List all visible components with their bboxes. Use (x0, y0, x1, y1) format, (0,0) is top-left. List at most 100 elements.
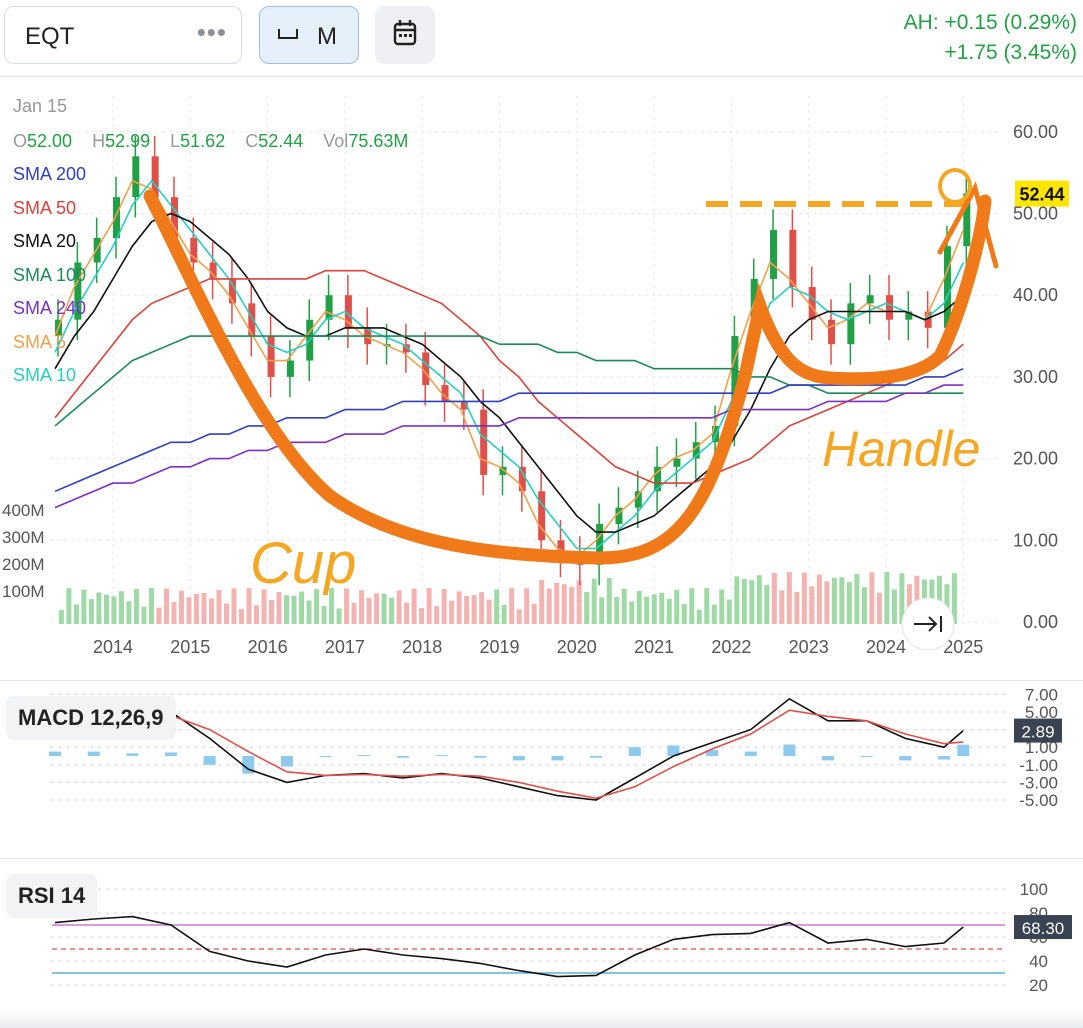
macd-value-label: 2.89 (1021, 723, 1054, 742)
rsi-tick-label: 20 (1029, 976, 1048, 995)
ticker-search-box[interactable]: EQT ••• (4, 6, 242, 64)
legend-date: Jan 15 (13, 96, 68, 116)
volume-bar (531, 603, 537, 624)
macd-histogram-bar (551, 756, 564, 761)
volume-tick-label: 200M (2, 555, 45, 574)
volume-bar (906, 584, 912, 624)
volume-bar (411, 588, 417, 624)
volume-bar (441, 589, 447, 624)
interval-label: M (317, 23, 337, 50)
volume-bar (389, 597, 395, 624)
last-price-label: 52.44 (1019, 185, 1064, 205)
candle-body (325, 295, 333, 320)
candle-body (654, 466, 662, 492)
volume-bar (223, 603, 229, 624)
sma-legend-item: SMA 5 (13, 331, 67, 352)
candle-body (93, 238, 101, 263)
x-tick-label: 2015 (170, 637, 210, 657)
volume-bar (899, 573, 905, 624)
macd-histogram-bar (474, 756, 487, 758)
sma-line (54, 212, 964, 533)
macd-tick-label: 7.00 (1025, 685, 1058, 704)
macd-histogram-bar (242, 756, 255, 774)
volume-bar (208, 598, 214, 624)
rsi-value-tag (1014, 915, 1072, 940)
candle-body (808, 287, 816, 320)
macd-chart[interactable]: 7.005.003.001.00-1.00-3.00-5.002.89 (0, 682, 1083, 857)
candle-body (596, 523, 604, 565)
volume-bar (118, 591, 124, 624)
calendar-button[interactable] (375, 6, 435, 64)
sma-legend-item: SMA 10 (13, 365, 77, 385)
volume-bar (156, 607, 162, 624)
volume-bar (509, 588, 515, 624)
volume-bar (479, 592, 485, 624)
candle-body (963, 193, 971, 247)
macd-histogram-bar (957, 744, 970, 756)
scroll-to-latest-icon (914, 616, 942, 632)
candle-body (847, 303, 855, 345)
candle-body (402, 344, 410, 353)
low-label: L (170, 131, 181, 151)
volume-bar (659, 592, 665, 624)
candle-body (924, 311, 932, 328)
calendar-icon (393, 20, 417, 46)
volume-bar (314, 589, 320, 624)
volume-bar (284, 595, 290, 624)
volume-bar (321, 605, 327, 624)
volume-bar (419, 608, 425, 624)
macd-histogram-bar (164, 752, 177, 756)
more-dots-icon[interactable]: ••• (196, 17, 227, 47)
macd-histogram-bar (899, 756, 912, 761)
sma-legend-item: SMA 200 (13, 164, 87, 184)
last-price-tag (1015, 180, 1069, 207)
candle-body (518, 466, 526, 492)
candle-body (228, 278, 236, 304)
rsi-chart[interactable]: 1008060402068.30 (0, 860, 1083, 1010)
candle-body (557, 540, 565, 557)
volume-bar (516, 609, 522, 624)
interval-button[interactable]: M (259, 6, 359, 64)
cup-label: Cup (250, 531, 356, 596)
open-label: O (13, 131, 28, 151)
ticker-symbol[interactable]: EQT (25, 23, 75, 50)
volume-bar (186, 597, 192, 624)
volume-bar (66, 588, 72, 624)
bottom-edge (0, 1008, 1083, 1028)
volume-bar (629, 601, 635, 624)
toolbar: EQT ••• M AH: +0.15 (0.29%) +1.75 (3.45%… (0, 0, 1083, 76)
volume-bar (914, 575, 920, 624)
macd-histogram-bar (937, 756, 950, 760)
x-tick-label: 2018 (402, 637, 442, 657)
volume-bar (696, 609, 702, 624)
y-tick-label: 0.00 (1023, 612, 1058, 632)
x-tick-label: 2017 (325, 637, 365, 657)
volume-bar (651, 594, 657, 624)
price-chart[interactable]: 60.00 50.00 40.00 30.00 20.00 10.00 0.00 2014 20… (0, 76, 1083, 680)
volume-bar (336, 608, 342, 624)
volume-bar (854, 574, 860, 624)
candle-body (480, 409, 488, 475)
divider (0, 858, 1083, 859)
volume-bar (674, 589, 680, 624)
candle-body (267, 336, 275, 377)
x-tick-label: 2023 (789, 637, 829, 657)
sma-line (54, 269, 964, 484)
volume-bar (141, 606, 147, 624)
volume-bar (689, 588, 695, 624)
volume-bar (366, 597, 372, 624)
sma-line (54, 335, 964, 427)
volume-bar (193, 593, 199, 624)
volume-bar (486, 599, 492, 624)
y-tick-label: 50.00 (1013, 204, 1058, 224)
macd-histogram-bar (319, 756, 332, 757)
candle-body (248, 303, 256, 337)
macd-histogram-bar (126, 753, 139, 756)
macd-tick-label: -5.00 (1019, 791, 1058, 810)
volume-bar (456, 591, 462, 624)
volume-bar (126, 601, 132, 624)
volume-bar (831, 577, 837, 624)
macd-histogram-bar (860, 756, 873, 757)
volume-bar (88, 599, 94, 624)
x-tick-label: 2019 (479, 637, 519, 657)
